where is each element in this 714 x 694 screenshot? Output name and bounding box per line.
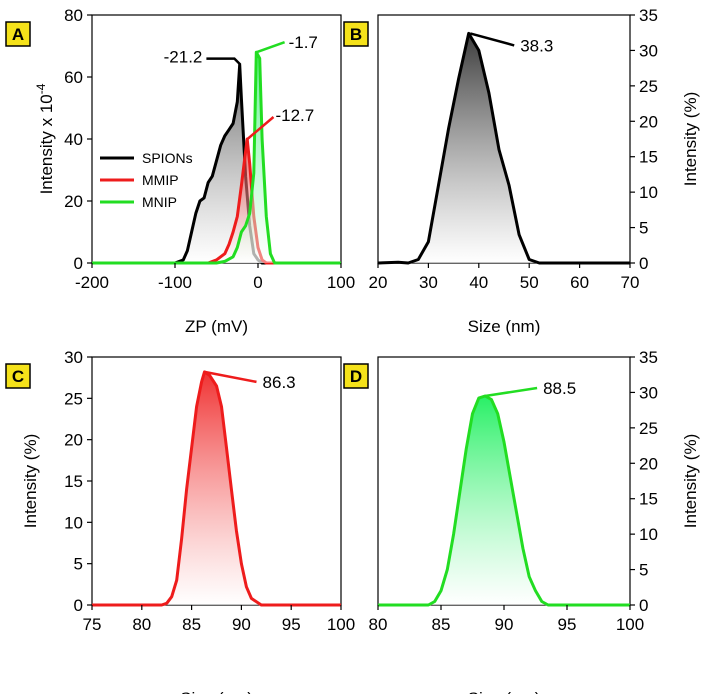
x-tick-label: 100 xyxy=(327,273,355,292)
x-tick-label: 100 xyxy=(616,615,644,634)
x-tick-label: 95 xyxy=(558,615,577,634)
x-tick-label: 90 xyxy=(232,615,251,634)
panel-tag-label: A xyxy=(12,25,24,44)
y-axis-label-exponent: -4 xyxy=(34,83,48,94)
x-tick-label: 80 xyxy=(369,615,388,634)
annotation-leader xyxy=(256,41,286,54)
legend-label-spions: SPIONs xyxy=(142,150,193,166)
x-tick-label: 80 xyxy=(132,615,151,634)
panel-A: -200 -100 0 100 0 20 40 60 80 ZP (mV) Intensity x … xyxy=(5,6,355,336)
y-tick-label: 20 xyxy=(64,431,83,450)
y-axis-label: Intensity (%) xyxy=(681,92,700,186)
annotation-leader xyxy=(246,116,275,140)
y-tick-label: 35 xyxy=(639,348,658,367)
y-tick-label: 60 xyxy=(64,68,83,87)
x-tick-label: 90 xyxy=(495,615,514,634)
x-tick-label: 100 xyxy=(327,615,355,634)
panel-tag-label: C xyxy=(12,367,24,386)
panel-tag-B: B xyxy=(343,21,369,47)
y-tick-label: 5 xyxy=(74,555,83,574)
panel-tag-box xyxy=(5,21,31,47)
x-tick-label: 0 xyxy=(253,273,262,292)
legend-label-mnip: MNIP xyxy=(142,194,177,210)
x-tick-label: 85 xyxy=(182,615,201,634)
x-tick-label: 60 xyxy=(570,273,589,292)
x-axis-label: Size (nm) xyxy=(180,689,253,694)
x-tick-label: 85 xyxy=(432,615,451,634)
y-tick-label: 15 xyxy=(639,148,658,167)
x-axis-label: Size (nm) xyxy=(468,689,541,694)
panel-C: 75 80 85 90 95 100 0 5 10 15 20 25 30 Size (nm) Intens… xyxy=(5,348,355,694)
y-tick-label: 20 xyxy=(639,112,658,131)
y-tick-label: 0 xyxy=(639,254,648,273)
annotation-label: 86.3 xyxy=(263,373,296,392)
y-tick-label: 0 xyxy=(74,596,83,615)
y-axis-label: Intensity x 10-4 xyxy=(34,83,56,194)
annotation-label: -21.2 xyxy=(164,48,203,67)
x-tick-label: 40 xyxy=(469,273,488,292)
y-tick-label: 10 xyxy=(639,525,658,544)
panel-tag-D: D xyxy=(343,363,369,389)
x-tick-label: 75 xyxy=(83,615,102,634)
x-axis-label: Size (nm) xyxy=(468,317,541,336)
y-tick-label: 35 xyxy=(639,6,658,25)
x-tick-label: -200 xyxy=(75,273,109,292)
y-tick-label: 20 xyxy=(64,192,83,211)
annotation-leader xyxy=(484,386,538,398)
x-tick-label: -100 xyxy=(158,273,192,292)
y-tick-label: 5 xyxy=(639,561,648,580)
y-tick-label: 15 xyxy=(64,472,83,491)
panel-tag-box xyxy=(343,363,369,389)
panel-tag-label: D xyxy=(350,367,362,386)
x-tick-label: 95 xyxy=(282,615,301,634)
annotation-leader xyxy=(469,32,515,47)
y-tick-label: 0 xyxy=(74,254,83,273)
y-tick-label: 30 xyxy=(639,41,658,60)
x-tick-label: 20 xyxy=(369,273,388,292)
line-mnip xyxy=(92,50,341,265)
x-tick-label: 30 xyxy=(419,273,438,292)
legend: SPIONs MMIP MNIP xyxy=(100,150,193,210)
panel-tag-label: B xyxy=(350,25,362,44)
annotation-label: 88.5 xyxy=(543,379,576,398)
y-tick-label: 30 xyxy=(64,348,83,367)
panel-tag-box xyxy=(5,363,31,389)
y-tick-label: 15 xyxy=(639,490,658,509)
y-tick-label: 5 xyxy=(639,219,648,238)
y-tick-label: 40 xyxy=(64,130,83,149)
y-axis-label: Intensity (%) xyxy=(681,434,700,528)
area-spions xyxy=(378,33,630,264)
annotation-leader xyxy=(206,57,242,66)
y-tick-label: 25 xyxy=(639,77,658,96)
x-axis-label: ZP (mV) xyxy=(185,317,248,336)
x-tick-label: 70 xyxy=(621,273,640,292)
line-mnip xyxy=(378,394,630,607)
y-tick-label: 25 xyxy=(639,419,658,438)
y-tick-label: 30 xyxy=(639,383,658,402)
y-axis-label: Intensity (%) xyxy=(21,434,40,528)
y-tick-label: 80 xyxy=(64,6,83,25)
annotation-label: -1.7 xyxy=(289,33,318,52)
annotation-label: -12.7 xyxy=(275,106,314,125)
legend-label-mmip: MMIP xyxy=(142,172,179,188)
x-tick-label: 50 xyxy=(520,273,539,292)
line-spions xyxy=(377,31,630,265)
y-tick-label: 10 xyxy=(64,513,83,532)
y-tick-label: 10 xyxy=(639,183,658,202)
y-tick-label: 0 xyxy=(639,596,648,615)
area-mnip xyxy=(378,396,630,605)
y-tick-label: 20 xyxy=(639,454,658,473)
annotation-leader xyxy=(204,370,257,384)
area-mmip xyxy=(92,371,341,605)
panel-tag-A: A xyxy=(5,21,31,47)
panel-B: 20 30 40 50 60 700 5 10 15 20 25 30 35 Size (nm) Inten… xyxy=(343,6,700,336)
panel-tag-C: C xyxy=(5,363,31,389)
annotation-label: 38.3 xyxy=(520,36,553,55)
y-tick-label: 25 xyxy=(64,389,83,408)
panel-tag-box xyxy=(343,21,369,47)
